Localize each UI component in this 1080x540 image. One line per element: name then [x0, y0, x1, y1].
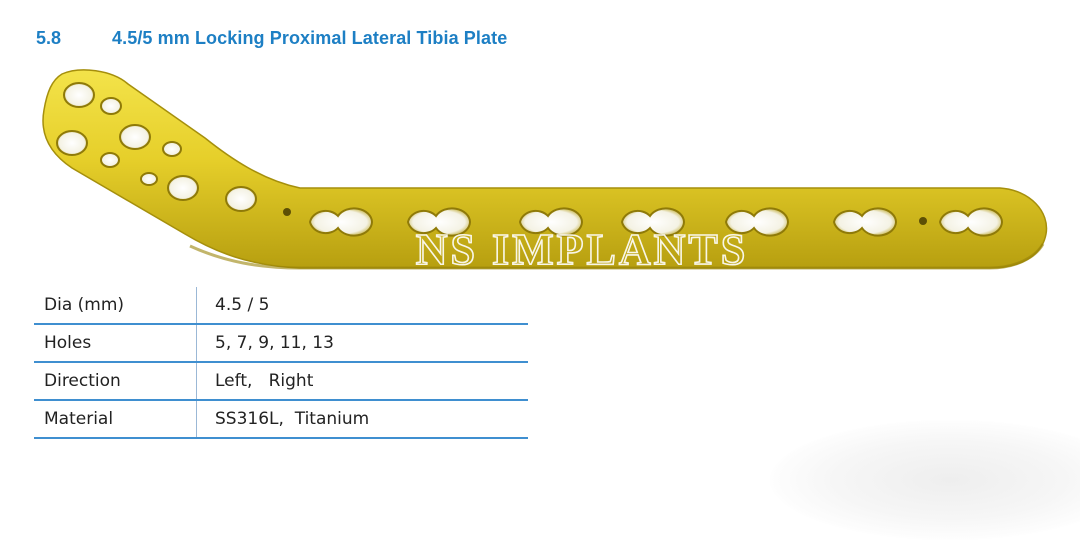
spec-value: Left, Right — [196, 362, 528, 401]
specification-table: Dia (mm) 4.5 / 5 Holes 5, 7, 9, 11, 13 D… — [34, 287, 528, 439]
table-row: Direction Left, Right — [34, 362, 528, 401]
watermark-text: NS IMPLANTS — [416, 225, 749, 274]
spec-label: Direction — [34, 362, 197, 401]
spec-value: 5, 7, 9, 11, 13 — [196, 324, 528, 363]
tibia-plate-image: NS IMPLANTS — [42, 69, 1048, 274]
section-title: 4.5/5 mm Locking Proximal Lateral Tibia … — [112, 28, 508, 48]
table-row: Material SS316L, Titanium — [34, 400, 528, 439]
spec-label: Material — [34, 400, 197, 439]
section-number: 5.8 — [36, 28, 62, 48]
spec-value: SS316L, Titanium — [196, 400, 528, 439]
table-row: Holes 5, 7, 9, 11, 13 — [34, 324, 528, 363]
shaft-holes — [308, 207, 1004, 237]
spec-label: Dia (mm) — [34, 287, 197, 325]
shaft-kwire-hole — [919, 217, 927, 225]
background-shadow — [770, 420, 1080, 540]
table-row: Dia (mm) 4.5 / 5 — [34, 287, 528, 325]
plate-rim — [189, 243, 1045, 270]
spec-value: 4.5 / 5 — [196, 287, 528, 325]
head-holes — [56, 82, 291, 216]
spec-label: Holes — [34, 324, 197, 363]
